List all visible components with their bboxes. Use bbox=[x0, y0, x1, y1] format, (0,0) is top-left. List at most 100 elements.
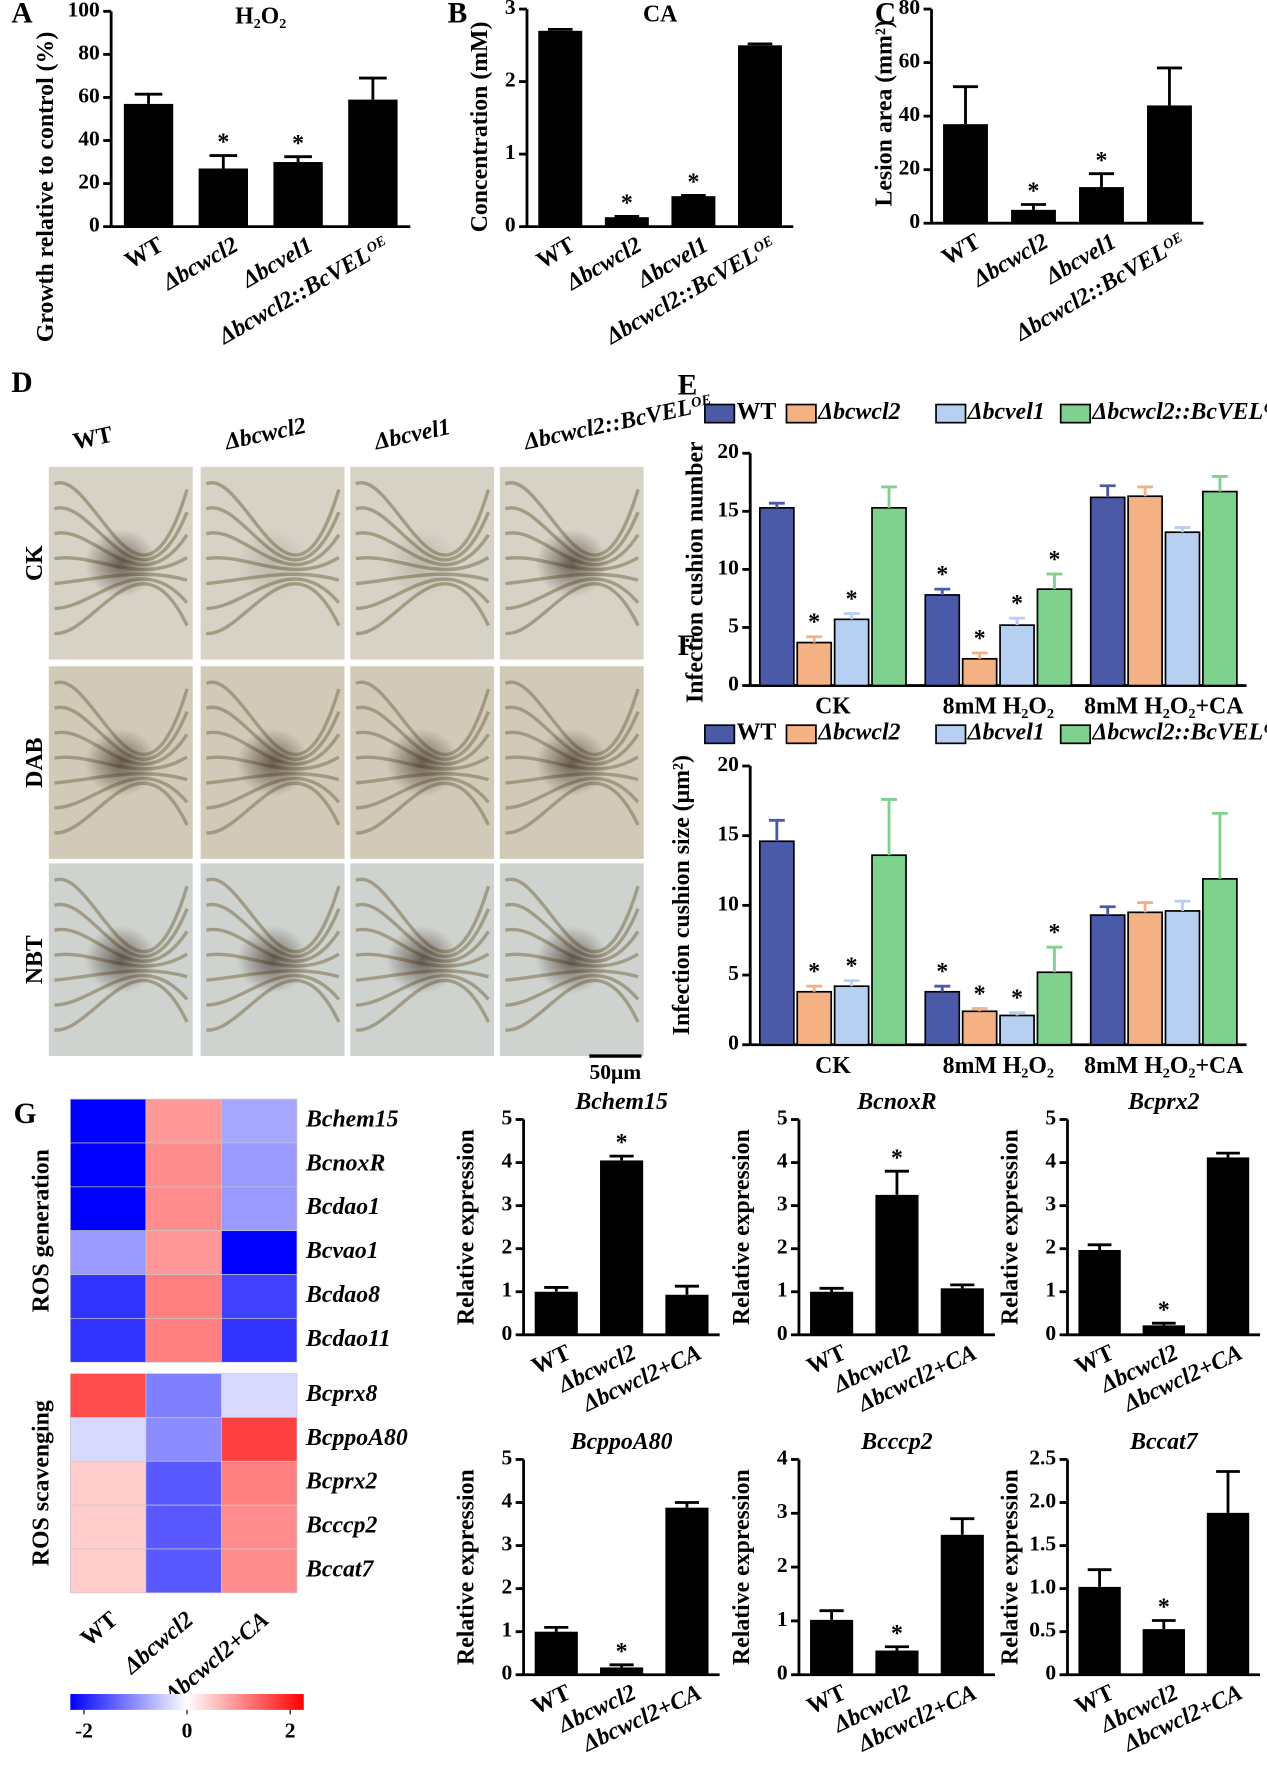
error-bar bbox=[359, 76, 387, 100]
heatmap-cell bbox=[221, 1373, 298, 1418]
y-tick-label: 1 bbox=[777, 1278, 788, 1302]
panel-label: A bbox=[11, 0, 33, 30]
panel-label: E bbox=[678, 369, 698, 401]
bar bbox=[833, 985, 870, 1046]
error-bar bbox=[843, 612, 860, 620]
bar bbox=[1206, 1512, 1250, 1675]
bar bbox=[1202, 490, 1238, 687]
error-bar bbox=[1151, 1321, 1176, 1326]
y-tick-label: 2.5 bbox=[1029, 1445, 1056, 1469]
y-tick-label: 40 bbox=[899, 102, 921, 126]
error-bar bbox=[1020, 203, 1047, 210]
bar bbox=[665, 1294, 709, 1335]
scale-bar-label: 50μm bbox=[590, 1060, 642, 1084]
chart-title: BcppoA80 bbox=[570, 1429, 673, 1455]
y-tick-label: 0 bbox=[89, 213, 100, 237]
bar bbox=[943, 124, 988, 224]
y-axis-label: Relative expression bbox=[997, 1129, 1023, 1325]
y-axis-label: Relative expression bbox=[454, 1469, 480, 1665]
error-bar bbox=[1099, 905, 1116, 916]
error-bar bbox=[1009, 616, 1025, 626]
y-tick-label: 0 bbox=[728, 1031, 739, 1055]
y-tick-label: 20 bbox=[78, 170, 100, 194]
bar bbox=[1078, 1249, 1121, 1335]
significance-mark: * bbox=[1049, 920, 1061, 946]
significance-mark: * bbox=[621, 191, 633, 217]
legend-swatch bbox=[785, 724, 817, 745]
heatmap-cell bbox=[145, 1548, 222, 1594]
bar bbox=[940, 1534, 984, 1675]
y-tick-label: 2 bbox=[777, 1235, 788, 1259]
y-tick-label: 3 bbox=[501, 1192, 512, 1216]
chart-title: Bcccp2 bbox=[860, 1429, 932, 1455]
chart-title: Bcprx2 bbox=[1127, 1089, 1199, 1115]
heatmap-cell bbox=[221, 1318, 298, 1363]
error-bar bbox=[1211, 475, 1228, 492]
y-tick-label: 40 bbox=[78, 126, 100, 150]
bar bbox=[810, 1291, 854, 1335]
x-tick-label: Δbcwcl2 bbox=[158, 232, 243, 296]
error-bar bbox=[819, 1286, 844, 1292]
significance-mark: * bbox=[616, 1130, 628, 1156]
error-bar bbox=[806, 984, 823, 992]
y-tick-label: 0 bbox=[501, 1661, 512, 1685]
y-tick-label: 4 bbox=[777, 1149, 788, 1173]
error-bar bbox=[614, 215, 640, 218]
colorbar-tick-label: 2 bbox=[285, 1718, 296, 1742]
legend-swatch bbox=[785, 403, 817, 424]
bar bbox=[1089, 496, 1126, 687]
error-bar bbox=[768, 501, 785, 508]
row-label: BcnoxR bbox=[305, 1150, 385, 1176]
row-label: CK bbox=[22, 545, 48, 581]
significance-mark: * bbox=[936, 562, 948, 588]
y-tick-label: 20 bbox=[717, 439, 739, 463]
heatmap-cell bbox=[221, 1504, 298, 1550]
y-tick-label: 0 bbox=[505, 213, 516, 237]
cushion bbox=[535, 728, 609, 797]
bar bbox=[348, 99, 398, 227]
legend-swatch bbox=[1059, 724, 1091, 745]
heatmap-cell bbox=[145, 1373, 222, 1418]
error-bar bbox=[544, 1625, 569, 1632]
legend-swatch bbox=[935, 403, 967, 424]
legend-swatch bbox=[704, 403, 736, 424]
y-tick-label: 5 bbox=[501, 1105, 512, 1129]
error-bar bbox=[934, 984, 951, 992]
heatmap-cell bbox=[69, 1318, 147, 1363]
y-tick-label: 1 bbox=[501, 1618, 512, 1642]
significance-mark: * bbox=[616, 1639, 628, 1665]
significance-mark: * bbox=[846, 954, 858, 980]
row-label: Bcccp2 bbox=[305, 1513, 377, 1539]
error-bar bbox=[1087, 1243, 1112, 1250]
bar bbox=[1127, 495, 1163, 687]
bar bbox=[1142, 1629, 1185, 1675]
error-bar bbox=[806, 635, 823, 643]
bar bbox=[758, 840, 795, 1046]
y-tick-label: 2 bbox=[1045, 1235, 1056, 1259]
bar bbox=[1164, 910, 1201, 1046]
error-bar bbox=[934, 587, 951, 595]
row-label: Bcprx8 bbox=[305, 1381, 377, 1407]
bar bbox=[833, 618, 870, 687]
y-tick-label: 0 bbox=[777, 1661, 788, 1685]
error-bar bbox=[843, 979, 860, 987]
y-tick-label: 5 bbox=[777, 1105, 788, 1129]
row-label: Bcdao1 bbox=[305, 1194, 380, 1220]
y-tick-label: 60 bbox=[78, 83, 100, 107]
y-tick-label: 2 bbox=[777, 1553, 788, 1577]
cushion bbox=[236, 925, 309, 994]
bar bbox=[1202, 878, 1238, 1046]
error-bar bbox=[1099, 484, 1116, 498]
x-tick-label: WT bbox=[76, 1607, 123, 1652]
y-axis-label: Relative expression bbox=[729, 1129, 755, 1325]
error-bar bbox=[134, 92, 163, 104]
error-bar bbox=[674, 1501, 700, 1508]
x-tick-label: 8mM H₂O₂ bbox=[943, 694, 1054, 720]
error-bar bbox=[1046, 945, 1063, 973]
colorbar-tick-label: 0 bbox=[182, 1718, 193, 1742]
y-tick-label: 0 bbox=[909, 209, 920, 233]
heatmap-cell bbox=[221, 1142, 298, 1188]
y-axis-label: Growth relative to control (%) bbox=[33, 32, 59, 342]
error-bar bbox=[1151, 1619, 1176, 1630]
row-label: DAB bbox=[22, 737, 48, 787]
